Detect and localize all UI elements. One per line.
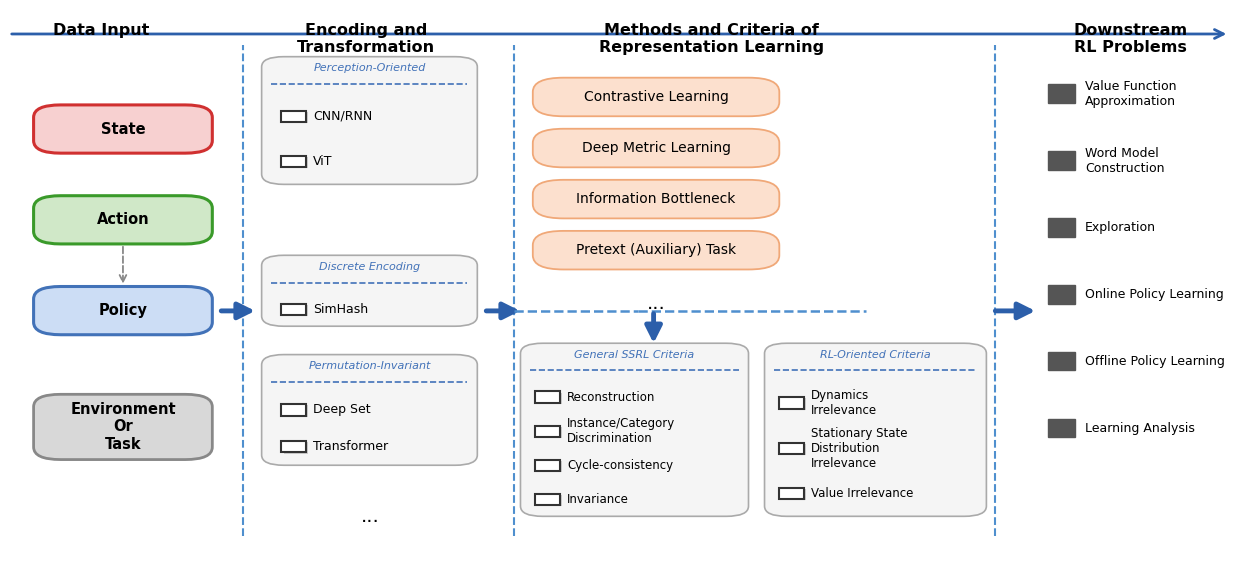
Bar (1047, 218, 1075, 237)
Text: Reconstruction: Reconstruction (568, 391, 656, 403)
Text: RL-Oriented Criteria: RL-Oriented Criteria (820, 350, 930, 360)
Bar (782, 444, 807, 455)
Text: Downstream
RL Problems: Downstream RL Problems (1074, 23, 1187, 55)
Bar (538, 427, 563, 438)
Text: Value Function
Approximation: Value Function Approximation (1085, 80, 1176, 108)
Text: Stationary State
Distribution
Irrelevance: Stationary State Distribution Irrelevanc… (811, 427, 908, 470)
Text: Dynamics
Irrelevance: Dynamics Irrelevance (811, 389, 878, 417)
Bar (281, 111, 306, 122)
Bar (538, 494, 563, 506)
Text: State: State (101, 121, 145, 136)
FancyBboxPatch shape (262, 355, 477, 465)
Bar (1047, 285, 1075, 304)
Text: Exploration: Exploration (1085, 221, 1156, 234)
Text: Word Model
Construction: Word Model Construction (1085, 147, 1165, 175)
Text: Instance/Category
Discrimination: Instance/Category Discrimination (568, 417, 676, 445)
FancyBboxPatch shape (262, 256, 477, 326)
Text: Information Bottleneck: Information Bottleneck (577, 192, 735, 206)
Bar (535, 493, 560, 505)
Text: ...: ... (361, 507, 379, 526)
Bar (779, 442, 805, 454)
Text: Transformer: Transformer (313, 440, 389, 453)
FancyBboxPatch shape (533, 129, 779, 167)
Bar (782, 398, 807, 410)
FancyBboxPatch shape (520, 343, 749, 516)
Bar (1047, 151, 1075, 170)
FancyBboxPatch shape (34, 196, 213, 244)
Bar (782, 489, 807, 500)
Bar (1047, 419, 1075, 437)
Text: CNN/RNN: CNN/RNN (313, 110, 373, 123)
Bar (535, 460, 560, 471)
Bar (281, 304, 306, 315)
Text: Environment
Or
Task: Environment Or Task (71, 402, 176, 452)
FancyBboxPatch shape (262, 57, 477, 185)
Bar (535, 426, 560, 437)
Text: Perception-Oriented: Perception-Oriented (313, 64, 426, 73)
Text: ...: ... (647, 294, 666, 313)
Bar (283, 112, 308, 123)
Text: Methods and Criteria of
Representation Learning: Methods and Criteria of Representation L… (599, 23, 825, 55)
Text: Action: Action (97, 213, 150, 227)
FancyBboxPatch shape (533, 180, 779, 218)
Text: ViT: ViT (313, 155, 332, 168)
Text: SimHash: SimHash (313, 303, 369, 316)
Bar (1047, 352, 1075, 371)
FancyBboxPatch shape (34, 105, 213, 153)
Bar (538, 393, 563, 404)
Text: Learning Analysis: Learning Analysis (1085, 422, 1195, 435)
Bar (283, 157, 308, 168)
Bar (779, 488, 805, 499)
FancyBboxPatch shape (764, 343, 986, 516)
Text: Encoding and
Transformation: Encoding and Transformation (297, 23, 436, 55)
Text: Data Input: Data Input (53, 23, 150, 38)
Bar (538, 461, 563, 472)
Text: Online Policy Learning: Online Policy Learning (1085, 288, 1224, 301)
Bar (281, 156, 306, 167)
Text: Pretext (Auxiliary) Task: Pretext (Auxiliary) Task (577, 243, 737, 257)
FancyBboxPatch shape (533, 78, 779, 116)
FancyBboxPatch shape (533, 231, 779, 269)
Bar (283, 305, 308, 316)
Text: Deep Metric Learning: Deep Metric Learning (582, 141, 730, 155)
Bar (1047, 84, 1075, 103)
Text: Deep Set: Deep Set (313, 403, 371, 417)
Text: Policy: Policy (98, 303, 147, 318)
Text: Permutation-Invariant: Permutation-Invariant (308, 362, 431, 371)
Text: General SSRL Criteria: General SSRL Criteria (574, 350, 695, 360)
Text: Contrastive Learning: Contrastive Learning (584, 90, 729, 104)
Bar (283, 442, 308, 454)
Text: Invariance: Invariance (568, 493, 630, 506)
Text: Offline Policy Learning: Offline Policy Learning (1085, 355, 1225, 368)
FancyBboxPatch shape (34, 286, 213, 335)
Bar (535, 391, 560, 403)
Bar (281, 404, 306, 415)
FancyBboxPatch shape (34, 394, 213, 460)
Text: Value Irrelevance: Value Irrelevance (811, 487, 914, 500)
Text: Discrete Encoding: Discrete Encoding (319, 262, 421, 272)
Bar (779, 397, 805, 409)
Bar (283, 405, 308, 417)
Text: Cycle-consistency: Cycle-consistency (568, 459, 674, 472)
Bar (281, 441, 306, 453)
